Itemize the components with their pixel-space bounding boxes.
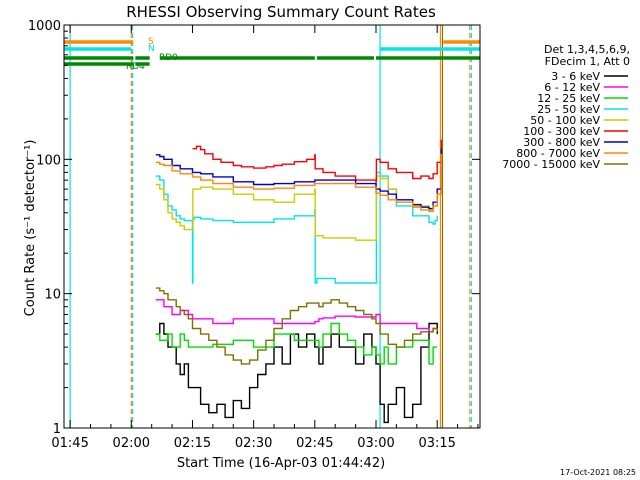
y-axis-label: Count Rate (s⁻¹ detector⁻¹) [23, 140, 38, 317]
series-line-5 [192, 139, 442, 183]
x-tick-label-2: 02:15 [174, 436, 211, 451]
series-line-2 [155, 322, 438, 365]
state-label-rd4: RD4 [126, 62, 145, 72]
state-label-s: S [148, 37, 154, 47]
x-tick-label-6: 03:15 [418, 436, 455, 451]
state-label-n: N [148, 44, 155, 54]
state-label-rd0: RD0 [159, 53, 178, 63]
legend-label-6: 300 - 800 keV [523, 136, 600, 149]
legend-label-7: 800 - 7000 keV [516, 147, 600, 160]
x-tick-label-1: 02:00 [113, 436, 150, 451]
x-tick-label-3: 02:30 [235, 436, 272, 451]
series-line-8 [155, 287, 438, 365]
plot-frame [63, 24, 481, 429]
legend-header-line-1: FDecim 1, Att 0 [545, 55, 630, 68]
legend-label-3: 25 - 50 keV [537, 103, 600, 116]
x-tick-label-4: 02:45 [296, 436, 333, 451]
y-tick-label-3: 1000 [28, 19, 61, 34]
x-tick-label-5: 03:00 [357, 436, 394, 451]
legend-header-line-0: Det 1,3,4,5,6,9, [544, 43, 630, 56]
chart-title: RHESSI Observing Summary Count Rates [126, 3, 436, 21]
y-tick-label-2: 100 [36, 153, 61, 168]
series-line-3 [155, 171, 438, 284]
y-tick-label-0: 1 [53, 422, 61, 437]
plot-area: SN RD0 RD4 01:45 02:00 02:15 02:30 02:45 03:00 03… [28, 19, 481, 451]
legend-label-8: 7000 - 15000 keV [502, 158, 600, 171]
legend-label-5: 100 - 300 keV [523, 125, 600, 138]
legend: Det 1,3,4,5,6,9,FDecim 1, Att 0 3 - 6 keV… [502, 43, 630, 171]
series-line-1 [155, 299, 438, 333]
y-tick-label-1: 10 [44, 288, 61, 303]
legend-label-0: 3 - 6 keV [551, 70, 600, 83]
series-line-6 [155, 148, 442, 210]
x-axis-label: Start Time (16-Apr-03 01:44:42) [177, 456, 385, 471]
legend-label-2: 12 - 25 keV [537, 92, 600, 105]
chart-footer-date: 17-Oct-2021 08:25 [560, 468, 636, 477]
legend-label-4: 50 - 100 keV [530, 114, 600, 127]
series-line-7 [155, 153, 442, 212]
series-line-4 [155, 175, 438, 241]
series-line-0 [155, 322, 438, 424]
legend-label-1: 6 - 12 keV [544, 81, 600, 94]
x-tick-label-0: 01:45 [51, 436, 88, 451]
